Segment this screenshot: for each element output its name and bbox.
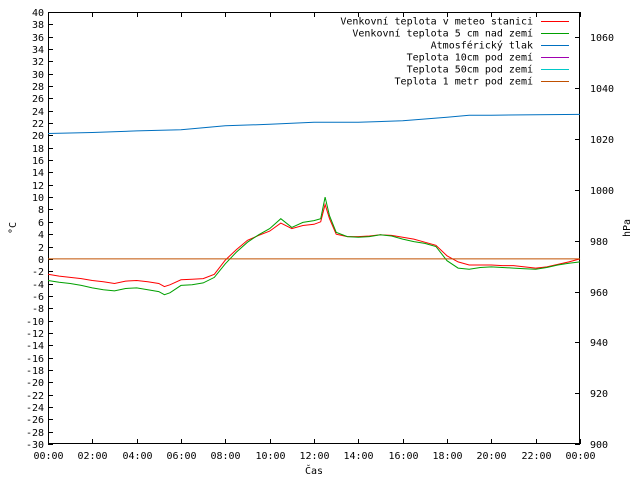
- legend-label-1: Venkovní teplota v meteo stanici: [340, 16, 533, 28]
- y-tick-label: 16: [32, 156, 44, 167]
- x-tick-label: 18:00: [432, 451, 462, 462]
- y-tick-label: -22: [26, 391, 44, 402]
- y2-tick-label: 920: [590, 389, 608, 400]
- legend-label-5: Teplota 50cm pod zemí: [407, 64, 533, 76]
- legend-label-3: Atmosférický tlak: [431, 40, 533, 52]
- y-axis-right: 900 920 940 960 980 1000 1020 1040 1060: [575, 33, 614, 451]
- x-tick-label: 02:00: [77, 451, 107, 462]
- legend-label-4: Teplota 10cm pod zemí: [407, 52, 533, 64]
- y-tick-label: 34: [32, 45, 44, 56]
- x-tick-label: 10:00: [255, 451, 285, 462]
- y-tick-label: 32: [32, 57, 44, 68]
- y2-tick-label: 1000: [590, 186, 614, 197]
- y-tick-label: -6: [32, 292, 44, 303]
- y2-tick-label: 1020: [590, 135, 614, 146]
- x-tick-label: 14:00: [343, 451, 373, 462]
- y-tick-label: 14: [32, 168, 44, 179]
- y2-tick-label: 1060: [590, 33, 614, 44]
- x-tick-label: 00:00: [565, 451, 595, 462]
- x-tick-label: 20:00: [476, 451, 506, 462]
- series-line-2: [47, 196, 581, 296]
- legend: Venkovní teplota v meteo staniciVenkovní…: [340, 16, 569, 88]
- x-tick-label: 12:00: [299, 451, 329, 462]
- y-tick-label: 8: [38, 205, 44, 216]
- y-tick-label: 30: [32, 70, 44, 81]
- y-tick-label: 6: [38, 218, 44, 229]
- y-axis-left: -30-28-26-24-22-20-18-16-14-12-10-8-6-4-…: [26, 8, 53, 451]
- legend-label-2: Venkovní teplota 5 cm nad zemí: [352, 28, 533, 40]
- y2-tick-label: 900: [590, 440, 608, 451]
- y-tick-label: -4: [32, 280, 44, 291]
- legend-label-6: Teplota 1 metr pod zemí: [395, 76, 533, 88]
- x-axis: 00:00 02:00 04:00 06:00 08:00 10:00 12:00 14:00…: [33, 12, 596, 462]
- y2-axis-label: hPa: [622, 219, 633, 237]
- y-tick-label: 26: [32, 94, 44, 105]
- y2-tick-label: 1040: [590, 84, 614, 95]
- x-tick-label: 08:00: [210, 451, 240, 462]
- y-tick-label: -20: [26, 378, 44, 389]
- y-tick-label: 20: [32, 131, 44, 142]
- x-tick-label: 16:00: [388, 451, 418, 462]
- y-tick-label: -26: [26, 415, 44, 426]
- y-tick-label: 2: [38, 243, 44, 254]
- y-tick-label: 0: [38, 255, 44, 266]
- y-tick-label: -2: [32, 267, 44, 278]
- y-tick-label: -12: [26, 329, 44, 340]
- y-tick-label: 12: [32, 181, 44, 192]
- y-tick-label: 28: [32, 82, 44, 93]
- y-tick-label: 40: [32, 8, 44, 19]
- y-tick-label: 38: [32, 20, 44, 31]
- y2-tick-label: 980: [590, 237, 608, 248]
- series-line-3: [47, 113, 581, 134]
- series-line-1: [47, 202, 581, 288]
- y-tick-label: -10: [26, 317, 44, 328]
- y-tick-label: 22: [32, 119, 44, 130]
- x-tick-label: 00:00: [33, 451, 63, 462]
- y2-tick-label: 940: [590, 338, 608, 349]
- x-tick-label: 22:00: [521, 451, 551, 462]
- series-lines: [47, 113, 581, 296]
- x-tick-label: 04:00: [122, 451, 152, 462]
- y-tick-label: -16: [26, 354, 44, 365]
- y-tick-label: -14: [26, 341, 44, 352]
- y-axis-label: °C: [8, 222, 19, 234]
- y-tick-label: -8: [32, 304, 44, 315]
- y-tick-label: -24: [26, 403, 44, 414]
- y-tick-label: 24: [32, 107, 44, 118]
- y-tick-label: -28: [26, 428, 44, 439]
- y-tick-label: 36: [32, 33, 44, 44]
- y2-tick-label: 960: [590, 288, 608, 299]
- y-tick-label: 4: [38, 230, 44, 241]
- y-tick-label: 10: [32, 193, 44, 204]
- y-tick-label: 18: [32, 144, 44, 155]
- x-tick-label: 06:00: [166, 451, 196, 462]
- y-tick-label: -18: [26, 366, 44, 377]
- y-tick-label: -30: [26, 440, 44, 451]
- x-axis-label: Čas: [305, 464, 323, 477]
